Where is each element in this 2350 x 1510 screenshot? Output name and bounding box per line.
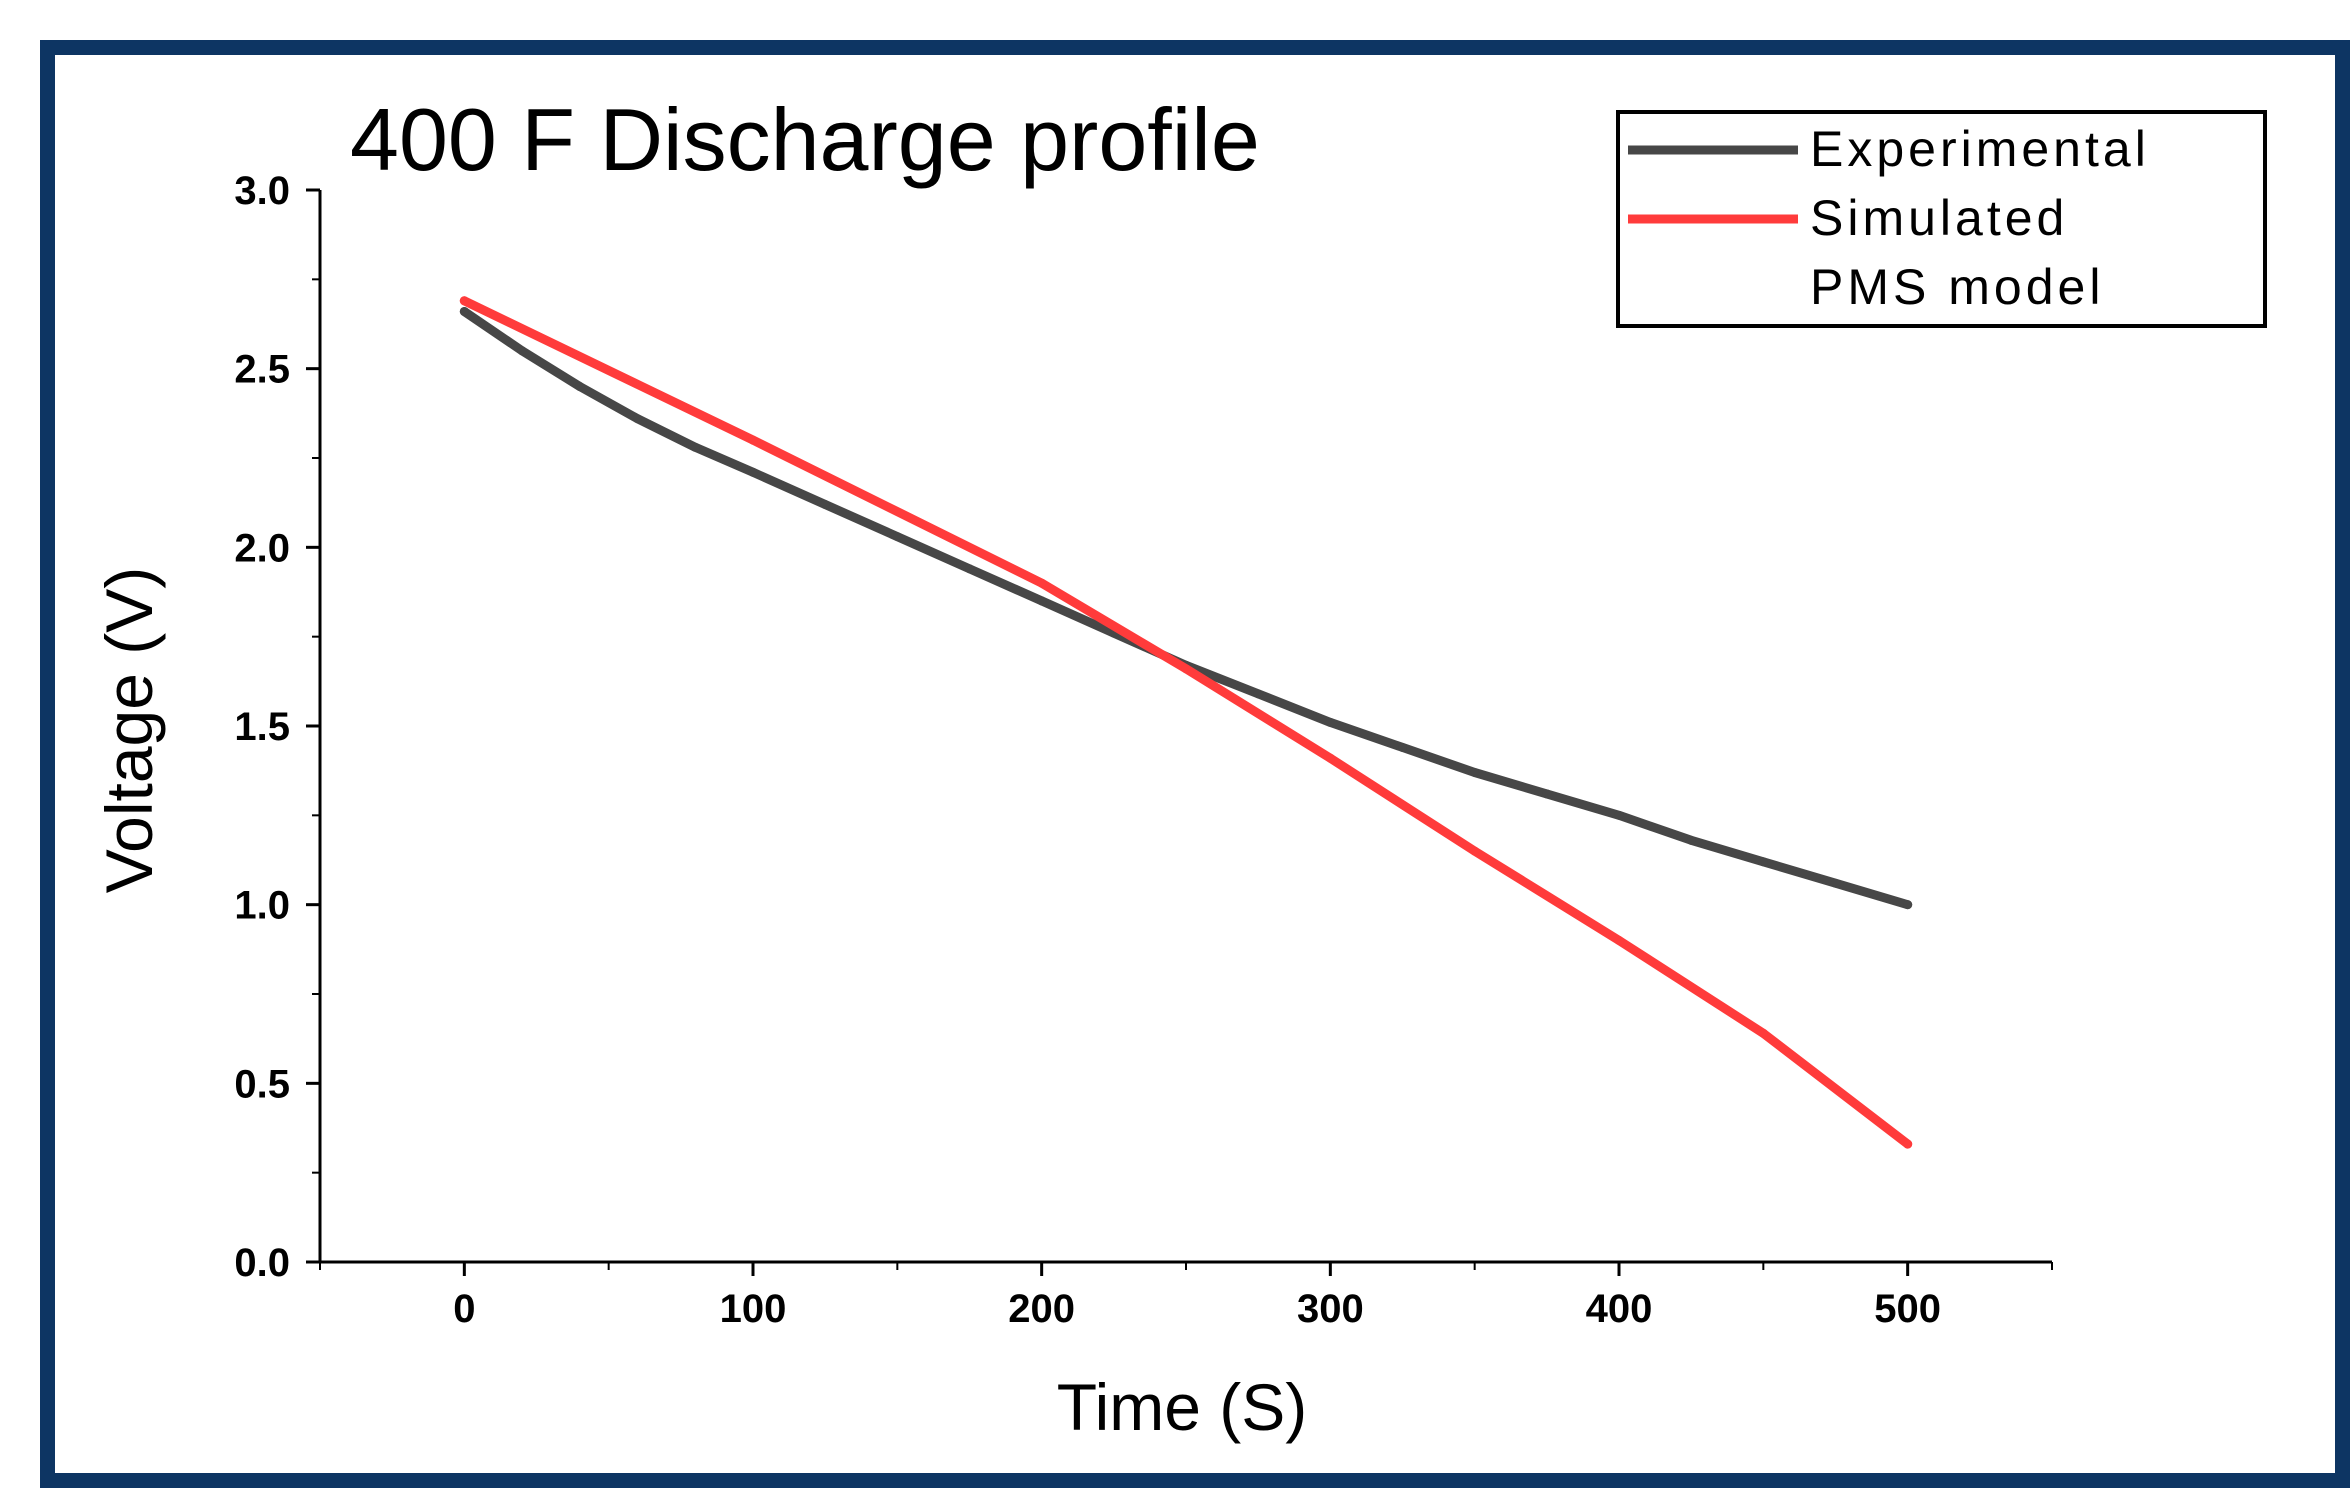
- experimental-point: [1903, 900, 1913, 910]
- x-tick-labels: 0 100 200 300 400 500: [453, 1287, 1941, 1331]
- y-axis-title: Voltage (V): [92, 567, 166, 894]
- experimental-point: [1758, 857, 1768, 867]
- y-tick-label: 3.0: [234, 169, 290, 213]
- chart-title: 400 F Discharge profile: [350, 90, 1260, 189]
- experimental-point: [1398, 742, 1407, 752]
- experimental-point: [1686, 835, 1696, 845]
- experimental-point: [748, 467, 758, 477]
- experimental-point: [1253, 689, 1263, 699]
- experimental-point: [1614, 810, 1624, 820]
- x-tick-label: 300: [1297, 1287, 1364, 1331]
- x-tick-label: 400: [1586, 1287, 1653, 1331]
- experimental-point: [965, 564, 974, 574]
- simulated-point: [1758, 1028, 1768, 1038]
- y-tick-label: 1.5: [234, 705, 290, 749]
- series-simulated-line: [459, 296, 1913, 1149]
- simulated-point: [748, 435, 758, 445]
- experimental-point: [1037, 596, 1047, 606]
- x-tick-label: 100: [720, 1287, 787, 1331]
- experimental-point: [1831, 878, 1840, 888]
- simulated-point: [1470, 846, 1480, 856]
- y-tick-label: 0.0: [234, 1241, 290, 1285]
- y-tick-label: 0.5: [234, 1062, 290, 1106]
- experimental-point: [1542, 789, 1552, 799]
- axes: [306, 188, 2053, 1276]
- legend: Experimental Simulated PMS model: [1616, 110, 2267, 328]
- simulated-point: [1903, 1139, 1913, 1149]
- experimental-point: [1470, 767, 1480, 777]
- x-axis-title: Time (S): [1057, 1370, 1308, 1444]
- simulated-point: [1037, 578, 1047, 588]
- y-tick-label: 2.5: [234, 348, 290, 392]
- y-tick-label: 1.0: [234, 884, 290, 928]
- simulated-point: [1614, 935, 1624, 945]
- experimental-point: [820, 499, 830, 509]
- simulated-point: [1181, 664, 1191, 674]
- legend-label-simulated: Simulated: [1810, 190, 2068, 246]
- x-tick-label: 200: [1008, 1287, 1075, 1331]
- y-tick-label: 2.0: [234, 526, 290, 570]
- x-tick-label: 500: [1874, 1287, 1941, 1331]
- experimental-point: [690, 442, 700, 452]
- x-tick-label: 0: [453, 1287, 475, 1331]
- simulated-point: [459, 296, 469, 306]
- y-tick-labels: 0.0 0.5 1.0 1.5 2.0 2.5 3.0: [234, 169, 290, 1285]
- legend-label-experimental: Experimental: [1810, 121, 2150, 177]
- experimental-point: [633, 414, 643, 424]
- experimental-point: [1325, 717, 1335, 727]
- experimental-point: [517, 346, 527, 356]
- experimental-point: [459, 306, 469, 316]
- experimental-point: [575, 382, 585, 392]
- legend-label-pms-model: PMS model: [1810, 259, 2104, 315]
- experimental-point: [892, 532, 902, 542]
- simulated-point: [1325, 753, 1335, 763]
- series-layer: [459, 296, 1913, 1149]
